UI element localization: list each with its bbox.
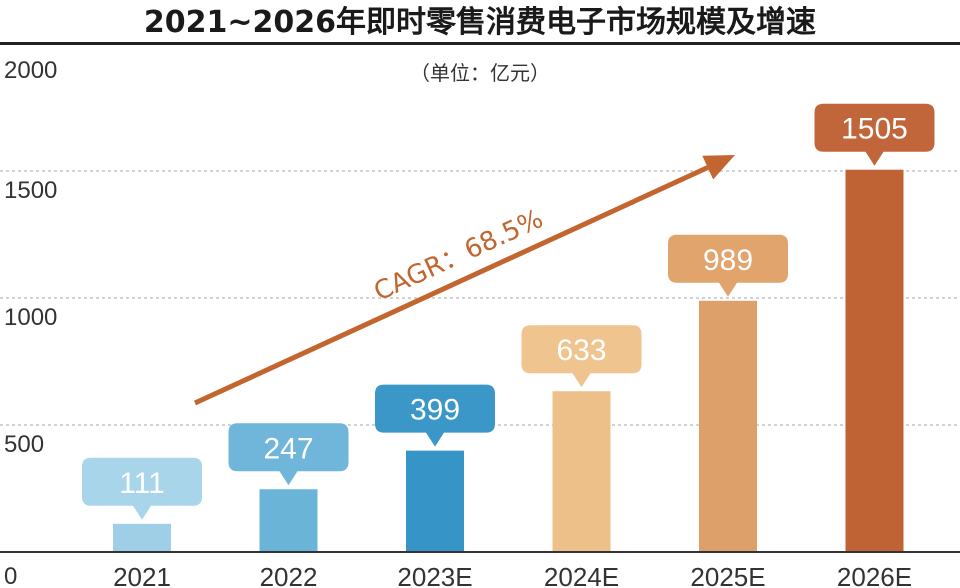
x-tick-label: 2021	[113, 562, 171, 588]
data-labels: 111 247 399 633 989 1505	[82, 103, 935, 520]
y-axis-ticks: 0 500 1000 1500 2000	[4, 57, 57, 588]
data-label: 399	[410, 394, 460, 427]
y-tick-label: 500	[4, 431, 44, 458]
y-tick-label: 1500	[4, 177, 57, 204]
chart-title: 2021~2026年即时零售消费电子市场规模及增速	[144, 5, 816, 40]
x-tick-label: 2025E	[690, 562, 765, 588]
cagr-arrow-head	[702, 155, 735, 180]
data-label: 989	[703, 244, 753, 277]
bar	[259, 489, 318, 552]
title-underline	[0, 42, 960, 45]
cagr-arrow: CAGR：68.5%	[193, 155, 735, 406]
bar	[406, 450, 464, 552]
data-label: 633	[556, 334, 606, 367]
bar	[699, 300, 757, 552]
data-label-bubble	[375, 384, 495, 447]
data-label-bubble	[668, 234, 788, 297]
bar	[113, 523, 171, 552]
data-label: 111	[119, 467, 165, 500]
cagr-arrow-line	[193, 165, 709, 406]
chart-unit-subtitle: （单位：亿元）	[410, 61, 550, 85]
x-tick-label: 2022	[260, 562, 318, 588]
data-label-bubble	[82, 457, 202, 520]
data-label-bubble	[814, 103, 935, 166]
x-tick-label: 2023E	[397, 562, 472, 588]
x-tick-label: 2024E	[544, 562, 619, 588]
bar	[552, 391, 611, 552]
y-tick-label: 0	[4, 563, 17, 588]
bars	[113, 169, 904, 553]
bar	[845, 169, 904, 553]
y-tick-label: 1000	[4, 304, 57, 331]
data-label-bubble	[228, 423, 349, 486]
data-label: 1505	[841, 113, 908, 146]
x-axis-ticks: 2021 2022 2023E 2024E 2025E 2026E	[113, 562, 912, 588]
y-tick-label: 2000	[4, 57, 57, 84]
data-label: 247	[263, 432, 313, 465]
data-label-bubble	[521, 325, 642, 388]
x-tick-label: 2026E	[837, 562, 912, 588]
